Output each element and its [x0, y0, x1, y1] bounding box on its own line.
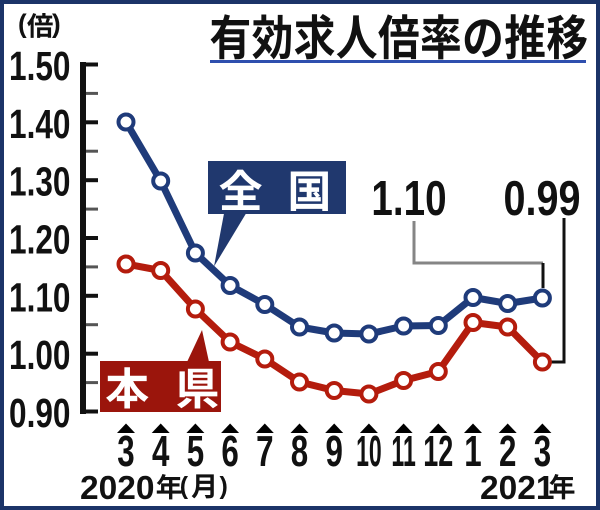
svg-text:2020: 2020 — [80, 470, 155, 507]
svg-text:1.20: 1.20 — [9, 217, 70, 263]
svg-text:): ) — [52, 9, 61, 39]
svg-text:6: 6 — [221, 428, 238, 476]
svg-text:2021: 2021 — [480, 470, 555, 507]
svg-text:1.00: 1.00 — [9, 332, 70, 378]
svg-text:8: 8 — [291, 428, 308, 476]
svg-text:(: ( — [180, 472, 189, 500]
svg-text:): ) — [220, 472, 228, 500]
svg-text:(: ( — [18, 9, 27, 39]
svg-text:11: 11 — [391, 427, 415, 476]
svg-text:2: 2 — [499, 428, 516, 476]
svg-text:12: 12 — [423, 426, 453, 475]
svg-text:0.99: 0.99 — [503, 171, 580, 226]
svg-text:1.50: 1.50 — [9, 43, 70, 89]
svg-text:5: 5 — [187, 428, 204, 476]
svg-text:10: 10 — [356, 427, 382, 476]
svg-text:9: 9 — [325, 428, 342, 476]
svg-text:3: 3 — [117, 428, 134, 476]
svg-text:1.10: 1.10 — [9, 275, 70, 321]
svg-text:4: 4 — [152, 428, 169, 476]
svg-text:1.30: 1.30 — [9, 159, 70, 205]
svg-text:1: 1 — [464, 428, 481, 476]
svg-text:3: 3 — [534, 428, 551, 476]
svg-text:0.90: 0.90 — [9, 390, 70, 436]
svg-text:7: 7 — [256, 428, 273, 476]
svg-text:1.10: 1.10 — [371, 172, 446, 227]
svg-text:1.40: 1.40 — [9, 101, 70, 147]
